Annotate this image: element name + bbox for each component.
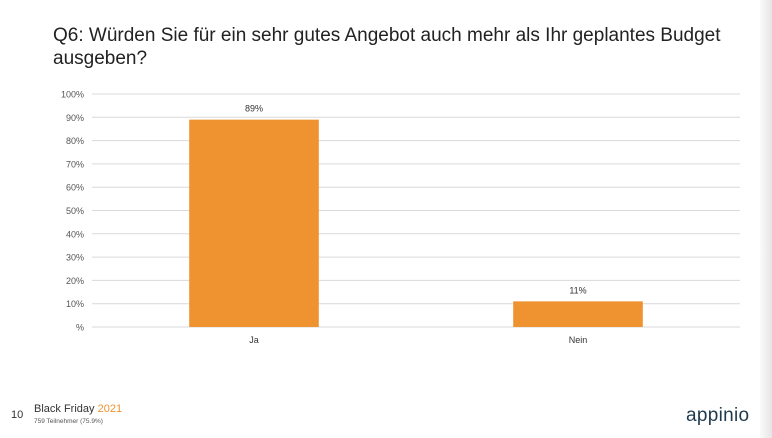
appinio-logo: appinio — [686, 405, 750, 426]
footer-brand: Black Friday 2021 — [34, 403, 122, 415]
y-tick-label: 50% — [66, 206, 84, 216]
y-tick-label: 10% — [66, 299, 84, 309]
x-tick-label: Nein — [569, 335, 588, 345]
y-tick-label: 30% — [66, 253, 84, 263]
brand-year: 2021 — [97, 403, 123, 415]
x-tick-label: Ja — [249, 335, 259, 345]
y-tick-label: 100% — [61, 90, 84, 100]
bar-nein — [513, 301, 643, 327]
page-number: 10 — [11, 409, 24, 421]
y-tick-label: 60% — [66, 183, 84, 193]
participants-note: 759 Teilnehmer (75.9%) — [34, 418, 103, 425]
chart-title: Q6: Würden Sie für ein sehr gutes Angebo… — [53, 25, 721, 69]
y-tick-label: 70% — [66, 159, 84, 169]
y-tick-label: 80% — [66, 136, 84, 146]
bar-ja — [189, 119, 319, 327]
y-tick-label: 90% — [66, 113, 84, 123]
y-tick-label: % — [76, 323, 84, 333]
slide-edge-shadow — [760, 0, 772, 438]
data-label: 89% — [245, 104, 263, 114]
y-tick-label: 20% — [66, 276, 84, 286]
y-tick-label: 40% — [66, 229, 84, 239]
data-label: 11% — [569, 285, 586, 295]
brand-name: Black Friday — [34, 403, 95, 415]
